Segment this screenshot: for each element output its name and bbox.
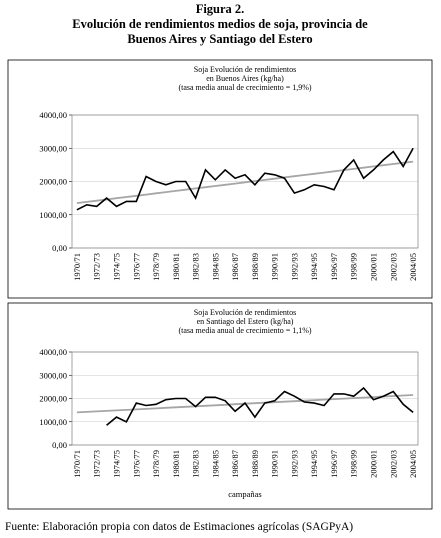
- x-tick-label: 1982/83: [191, 450, 201, 478]
- y-tick-label: 2000,00: [39, 394, 67, 404]
- x-tick-label: 2004/05: [408, 450, 418, 478]
- chart-title: en Buenos Aires (kg/ha): [206, 74, 284, 83]
- plot-area: [71, 351, 419, 446]
- y-tick-label: 1000,00: [39, 210, 67, 220]
- x-tick-label: 1996/97: [329, 450, 339, 478]
- x-tick-label: 1980/81: [171, 450, 181, 478]
- x-tick-label: 2000/01: [369, 450, 379, 478]
- x-tick-label: 1988/89: [250, 450, 260, 478]
- y-tick-label: 4000,00: [39, 110, 67, 120]
- x-tick-label: 1970/71: [72, 450, 82, 478]
- chart-title: Soja Evolución de rendimientos: [194, 65, 296, 74]
- x-tick-label: 2002/03: [388, 450, 398, 478]
- x-tick-label: 1996/97: [329, 253, 339, 281]
- x-tick-label: 1974/75: [111, 450, 121, 478]
- x-tick-label: 1972/73: [92, 450, 102, 478]
- x-tick-label: 1978/79: [151, 450, 161, 478]
- x-tick-label: 1988/89: [250, 253, 260, 281]
- chart-frame: [7, 59, 433, 299]
- x-tick-label: 1984/85: [210, 450, 220, 478]
- x-tick-label: 1992/93: [289, 450, 299, 478]
- y-tick-label: 2000,00: [39, 177, 67, 187]
- data-line: [76, 147, 414, 211]
- chart-title: (tasa media anual de crecimiento = 1,9%): [178, 83, 311, 92]
- x-tick-label: 2002/03: [388, 253, 398, 281]
- x-tick-label: 1986/87: [230, 450, 240, 478]
- x-tick-label: 1970/71: [72, 253, 82, 281]
- source: Fuente: Elaboración propia con datos de …: [5, 521, 353, 533]
- x-tick-label: 1974/75: [111, 253, 121, 281]
- x-tick-label: 1976/77: [131, 253, 141, 281]
- x-tick-label: 1982/83: [191, 253, 201, 281]
- plot-area: [71, 114, 419, 249]
- y-tick-label: 4000,00: [39, 347, 67, 357]
- x-tick-label: 1992/93: [289, 253, 299, 281]
- x-tick-label: 1994/95: [309, 450, 319, 478]
- x-tick-label: 2004/05: [408, 253, 418, 281]
- x-tick-label: 1994/95: [309, 253, 319, 281]
- figure-title: Evolución de rendimientos medios de soja…: [72, 17, 368, 31]
- figure-label: Figura 2.: [196, 2, 245, 16]
- chart-title: en Santiago del Estero (kg/ha): [197, 317, 294, 326]
- x-axis-label: campañas: [228, 489, 262, 499]
- x-tick-label: 1990/91: [270, 450, 280, 478]
- y-tick-label: 1000,00: [39, 417, 67, 427]
- x-tick-label: 1984/85: [210, 253, 220, 281]
- chart-title: Soja Evolución de rendimientos: [194, 308, 296, 317]
- x-tick-label: 2000/01: [369, 253, 379, 281]
- y-tick-label: 3000,00: [39, 370, 67, 380]
- chart-title: (tasa media anual de crecimiento = 1,1%): [178, 326, 311, 335]
- x-tick-label: 1990/91: [270, 253, 280, 281]
- data-line: [106, 386, 414, 426]
- x-tick-label: 1978/79: [151, 253, 161, 281]
- chart-frame: [7, 302, 433, 510]
- y-tick-label: 0,00: [52, 243, 67, 253]
- x-tick-label: 1976/77: [131, 450, 141, 478]
- x-tick-label: 1998/99: [349, 450, 359, 478]
- x-tick-label: 1986/87: [230, 253, 240, 281]
- x-tick-label: 1980/81: [171, 253, 181, 281]
- y-tick-label: 0,00: [52, 440, 67, 450]
- y-tick-label: 3000,00: [39, 143, 67, 153]
- figure-title: Buenos Aires y Santiago del Estero: [127, 32, 312, 46]
- x-tick-label: 1998/99: [349, 253, 359, 281]
- x-tick-label: 1972/73: [92, 253, 102, 281]
- trend-line: [76, 160, 414, 204]
